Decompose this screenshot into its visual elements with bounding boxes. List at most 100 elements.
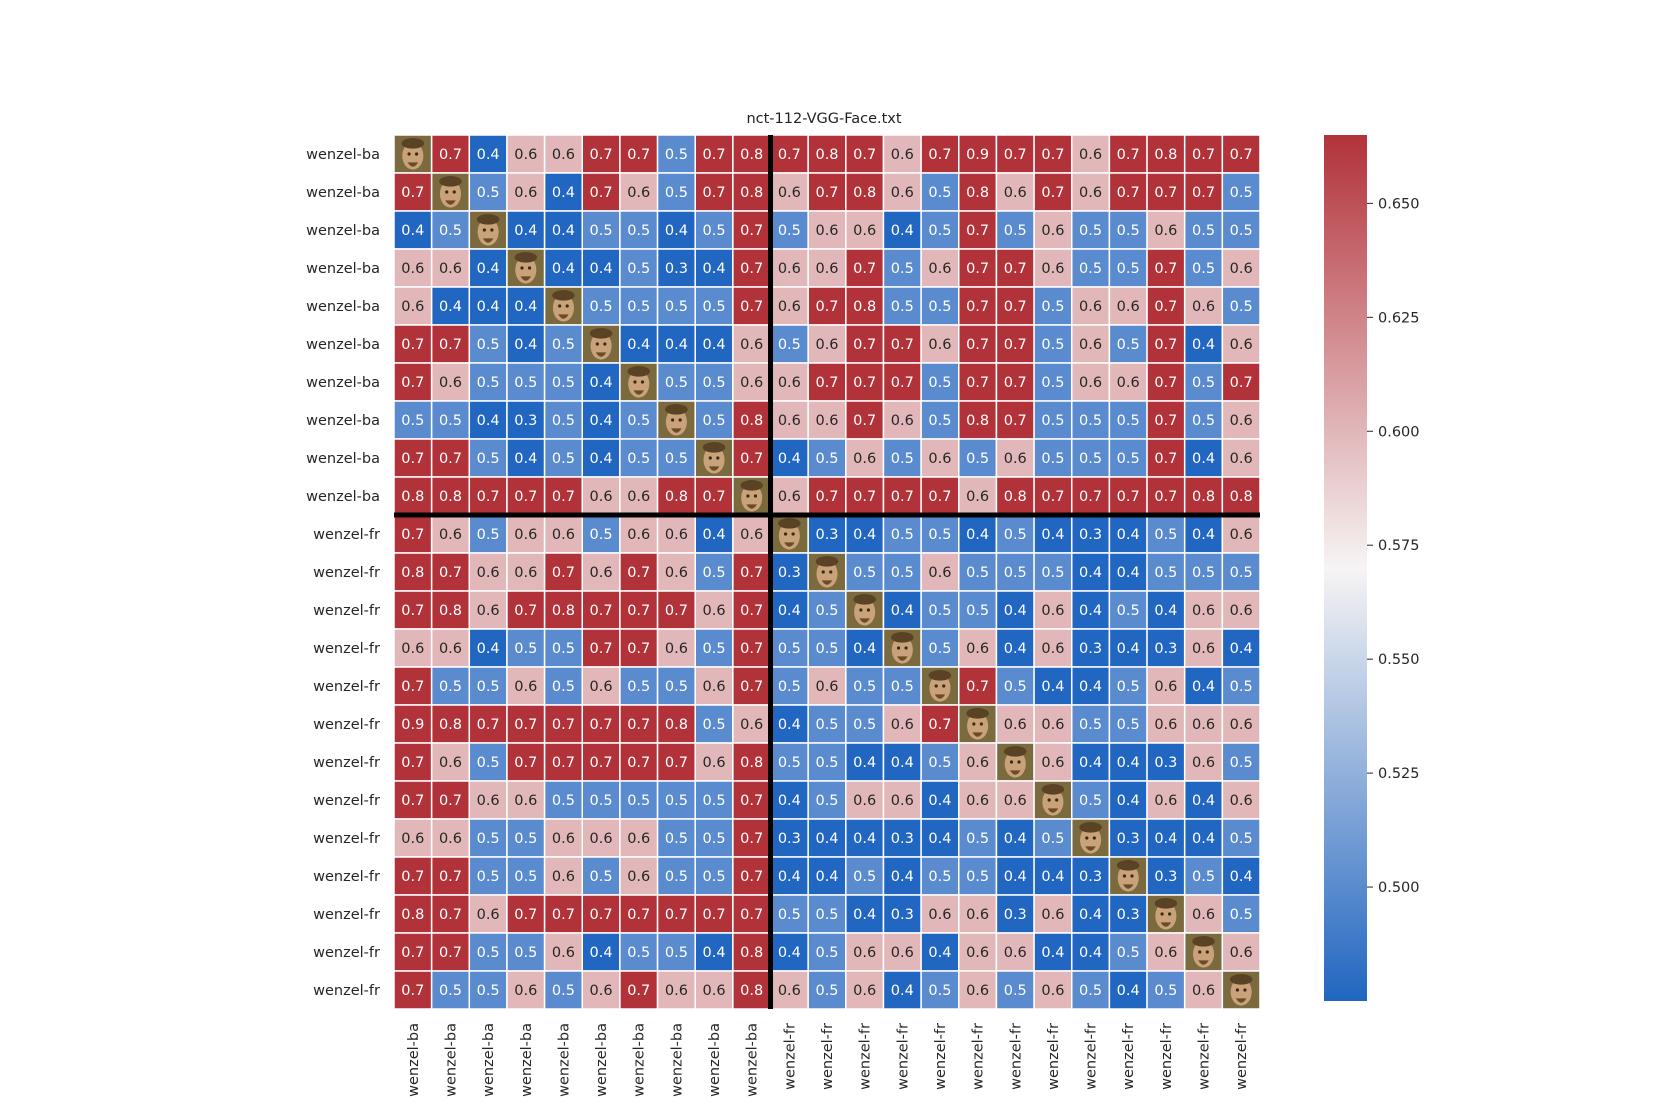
cell-value-label: 0.6 xyxy=(966,489,989,505)
cell-value-label: 0.5 xyxy=(966,869,989,885)
cell-value-label: 0.7 xyxy=(853,413,876,429)
cell-value-label: 0.5 xyxy=(665,793,688,809)
cell-value-label: 0.7 xyxy=(514,489,537,505)
heatmap-cell xyxy=(1108,362,1148,402)
column-label: wenzel-ba xyxy=(556,1023,572,1097)
cell-value-label: 0.4 xyxy=(703,337,726,353)
heatmap-cell xyxy=(506,628,546,668)
heatmap-cell xyxy=(468,780,508,820)
cell-value-label: 0.5 xyxy=(703,831,726,847)
heatmap-cell xyxy=(1146,248,1186,288)
cell-value-label: 0.8 xyxy=(1230,489,1253,505)
cell-value-label: 0.6 xyxy=(1004,185,1027,201)
row-label: wenzel-fr xyxy=(313,831,380,847)
heatmap-cell xyxy=(882,172,922,212)
cell-value-label: 0.3 xyxy=(778,565,801,581)
cell-value-label: 0.7 xyxy=(401,983,424,999)
cell-value-label: 0.4 xyxy=(703,945,726,961)
cell-value-label: 0.4 xyxy=(665,337,688,353)
heatmap-cell xyxy=(1033,932,1073,972)
heatmap-cell xyxy=(694,286,734,326)
cell-value-label: 0.8 xyxy=(740,185,763,201)
cell-value-label: 0.6 xyxy=(1041,983,1064,999)
cell-value-label: 0.4 xyxy=(477,641,500,657)
heatmap-cell xyxy=(581,210,621,250)
cell-value-label: 0.6 xyxy=(778,489,801,505)
row-label: wenzel-fr xyxy=(313,641,380,657)
cell-value-label: 0.4 xyxy=(477,261,500,277)
cell-value-label: 0.7 xyxy=(740,869,763,885)
cell-value-label: 0.4 xyxy=(1154,831,1177,847)
heatmap-cell xyxy=(1146,400,1186,440)
cell-value-label: 0.5 xyxy=(1230,565,1253,581)
cell-value-label: 0.6 xyxy=(740,717,763,733)
cell-value-label: 0.4 xyxy=(1079,945,1102,961)
cell-value-label: 0.6 xyxy=(1154,793,1177,809)
cell-value-label: 0.6 xyxy=(439,261,462,277)
face-thumbnail xyxy=(1108,856,1148,896)
heatmap-cell xyxy=(920,742,960,782)
cell-value-label: 0.5 xyxy=(552,337,575,353)
cell-value-label: 0.5 xyxy=(928,375,951,391)
chart-title: nct-112-VGG-Face.txt xyxy=(746,111,901,127)
column-label: wenzel-ba xyxy=(406,1023,422,1097)
cell-value-label: 0.5 xyxy=(1192,375,1215,391)
heatmap-cell xyxy=(1033,362,1073,402)
heatmap-cell xyxy=(882,438,922,478)
cell-value-label: 0.6 xyxy=(928,565,951,581)
cell-value-label: 0.6 xyxy=(928,261,951,277)
cell-value-label: 0.6 xyxy=(1192,299,1215,315)
cell-value-label: 0.4 xyxy=(778,451,801,467)
cell-value-label: 0.5 xyxy=(703,793,726,809)
heatmap-cell xyxy=(882,818,922,858)
cell-value-label: 0.5 xyxy=(966,603,989,619)
cell-value-label: 0.5 xyxy=(703,717,726,733)
heatmap-cell xyxy=(1070,780,1111,820)
colorbar-tick-label: 0.625 xyxy=(1378,310,1420,326)
cell-value-label: 0.5 xyxy=(891,565,914,581)
heatmap-cell xyxy=(958,248,998,288)
heatmap-cell xyxy=(995,286,1035,326)
cell-value-label: 0.5 xyxy=(1041,565,1064,581)
heatmap-cell xyxy=(581,856,621,896)
heatmap-cell xyxy=(430,362,471,402)
cell-value-label: 0.5 xyxy=(928,185,951,201)
cell-value-label: 0.5 xyxy=(853,717,876,733)
cell-value-label: 0.7 xyxy=(1004,299,1027,315)
column-label: wenzel-ba xyxy=(745,1023,761,1097)
heatmap-cell xyxy=(543,894,584,934)
cell-value-label: 0.4 xyxy=(552,185,575,201)
heatmap-cell xyxy=(1146,172,1186,212)
heatmap-cell xyxy=(1146,742,1186,782)
cell-value-label: 0.7 xyxy=(514,907,537,923)
heatmap-cell xyxy=(1183,590,1224,630)
heatmap-cell xyxy=(468,856,508,896)
face-thumbnail xyxy=(1146,894,1186,934)
face-thumbnail xyxy=(1070,818,1111,858)
cell-value-label: 0.5 xyxy=(1079,717,1102,733)
heatmap-cell xyxy=(882,970,922,1010)
cell-value-label: 0.6 xyxy=(1230,945,1253,961)
cell-value-label: 0.5 xyxy=(665,299,688,315)
cell-value-label: 0.8 xyxy=(740,983,763,999)
cell-value-label: 0.6 xyxy=(439,375,462,391)
cell-value-label: 0.7 xyxy=(1154,337,1177,353)
cell-value-label: 0.5 xyxy=(477,185,500,201)
cell-value-label: 0.5 xyxy=(853,679,876,695)
heatmap-cell xyxy=(1070,248,1111,288)
cell-value-label: 0.5 xyxy=(1117,945,1140,961)
cell-value-label: 0.4 xyxy=(703,261,726,277)
colorbar-tick-label: 0.575 xyxy=(1378,538,1420,554)
cell-value-label: 0.5 xyxy=(778,641,801,657)
cell-value-label: 0.7 xyxy=(590,147,613,163)
cell-value-label: 0.5 xyxy=(1117,413,1140,429)
group-separators xyxy=(394,135,1260,1009)
heatmap-cell xyxy=(619,134,659,174)
cell-value-label: 0.6 xyxy=(1041,603,1064,619)
cell-value-label: 0.5 xyxy=(552,413,575,429)
cell-value-label: 0.6 xyxy=(891,185,914,201)
heatmap-cell xyxy=(581,780,621,820)
heatmap-cell xyxy=(1221,894,1261,934)
heatmap-cell xyxy=(393,970,433,1010)
cell-value-label: 0.6 xyxy=(966,755,989,771)
